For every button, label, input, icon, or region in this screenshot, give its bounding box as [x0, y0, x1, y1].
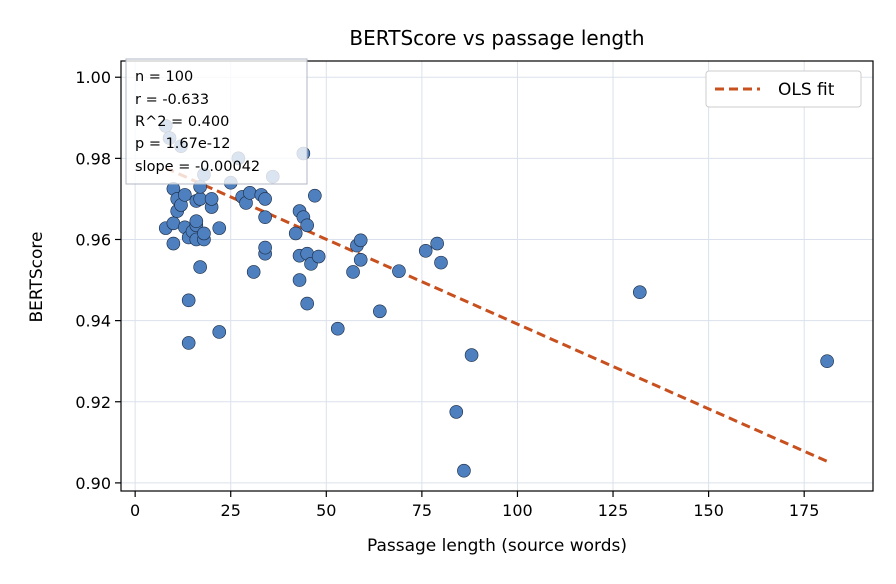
x-axis-ticks: 0 25 50 75 100 125 150 175	[130, 491, 819, 520]
data-point	[193, 192, 207, 206]
data-point	[189, 214, 204, 229]
stats-r2: R^2 = 0.400	[135, 114, 229, 130]
data-point	[258, 210, 272, 224]
data-point	[181, 336, 196, 350]
stats-box-frame	[125, 58, 308, 185]
stats-slope: slope = -0.00042	[135, 159, 260, 175]
data-point	[311, 249, 326, 264]
data-point	[292, 273, 307, 287]
data-point	[464, 348, 479, 362]
x-tick-label: 100	[502, 501, 533, 520]
data-point	[166, 236, 181, 251]
chart-title: BERTScore vs passage length	[349, 26, 644, 50]
x-tick-label: 75	[412, 501, 432, 520]
data-point	[212, 325, 227, 339]
data-point	[166, 216, 181, 231]
y-tick-label: 0.90	[75, 474, 111, 493]
y-tick-label: 0.96	[75, 230, 111, 249]
data-point	[243, 186, 257, 200]
data-point	[418, 244, 433, 258]
y-axis-label: BERTScore	[27, 232, 47, 323]
data-point	[308, 188, 322, 203]
data-point	[457, 463, 471, 478]
x-tick-label: 150	[693, 501, 724, 520]
data-point	[181, 293, 196, 308]
data-point	[288, 226, 303, 241]
data-point	[430, 236, 444, 251]
data-point	[246, 265, 261, 279]
x-tick-label: 50	[316, 501, 336, 520]
data-point	[258, 240, 272, 255]
data-point	[820, 354, 834, 368]
x-tick-label: 125	[598, 501, 629, 520]
data-point	[449, 405, 464, 419]
stats-r: r = -0.633	[135, 92, 209, 108]
data-point	[258, 192, 272, 206]
ols-fit-line	[165, 166, 828, 463]
y-tick-label: 0.98	[75, 149, 111, 168]
data-point	[300, 218, 314, 233]
x-tick-label: 0	[130, 501, 140, 520]
data-point	[373, 304, 387, 319]
data-point	[300, 296, 314, 311]
x-tick-label: 25	[221, 501, 241, 520]
stats-box: n = 100 r = -0.633 R^2 = 0.400 p = 1.67e…	[125, 58, 308, 185]
data-point	[193, 260, 207, 274]
data-point	[197, 226, 211, 241]
x-axis-label: Passage length (source words)	[367, 536, 627, 556]
data-point	[346, 265, 360, 279]
stats-n: n = 100	[135, 69, 193, 85]
legend: OLS fit	[705, 70, 862, 108]
data-point	[434, 255, 448, 270]
y-tick-label: 0.92	[75, 393, 111, 412]
x-tick-label: 175	[789, 501, 820, 520]
data-point	[178, 188, 192, 202]
data-point	[632, 285, 647, 300]
data-point	[353, 233, 368, 248]
y-tick-label: 1.00	[75, 68, 111, 87]
legend-label-ols-fit: OLS fit	[778, 80, 835, 100]
fit-layer	[165, 166, 828, 463]
data-point	[353, 252, 368, 267]
y-axis-ticks: 0.90 0.92 0.94 0.96 0.98 1.00	[75, 68, 121, 493]
stats-p: p = 1.67e-12	[135, 136, 230, 152]
grid	[121, 61, 873, 491]
plot-frame	[120, 60, 874, 492]
data-point	[392, 264, 406, 278]
data-point	[212, 221, 227, 235]
data-point	[204, 192, 219, 206]
y-tick-label: 0.94	[75, 312, 111, 331]
legend-frame	[705, 70, 862, 108]
data-point	[330, 321, 345, 336]
